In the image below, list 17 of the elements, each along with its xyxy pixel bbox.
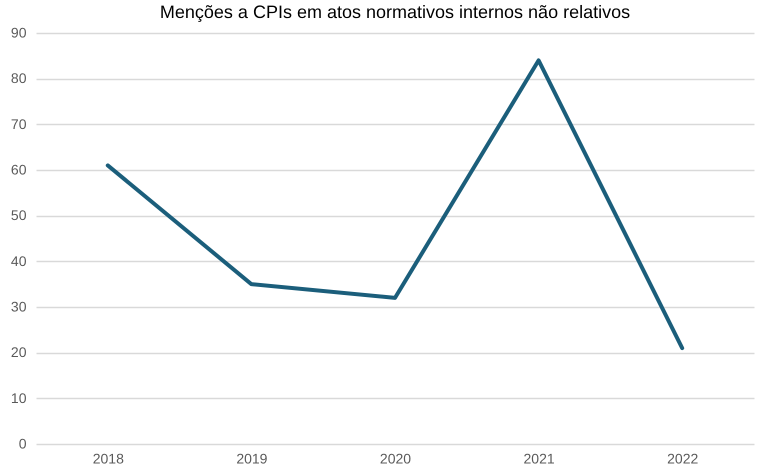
- y-tick-label: 10: [10, 390, 27, 406]
- y-tick-label: 0: [18, 436, 27, 452]
- chart-title: Menções a CPIs em atos normativos internos não relativos: [160, 2, 630, 22]
- y-tick-label: 90: [10, 24, 27, 40]
- y-tick-label: 60: [10, 162, 27, 178]
- y-tick-label: 40: [10, 252, 27, 269]
- y-tick-label: 70: [10, 116, 27, 132]
- x-tick-label: 2019: [236, 450, 268, 466]
- x-tick-label: 2022: [667, 450, 698, 466]
- y-tick-label: 30: [10, 298, 27, 314]
- line-series: [106, 58, 684, 350]
- y-tick-label: 50: [10, 207, 27, 224]
- x-tick-label: 2018: [92, 450, 124, 466]
- x-tick-label: 2021: [524, 450, 555, 466]
- x-tick-label: 2020: [380, 450, 412, 466]
- y-tick-label: 80: [10, 70, 27, 86]
- y-tick-label: 20: [10, 344, 27, 360]
